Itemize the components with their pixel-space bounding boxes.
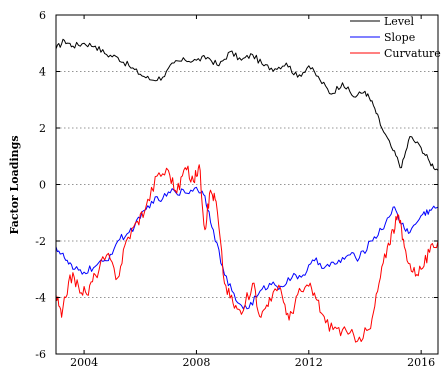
legend-label-curvature: Curvature: [384, 47, 441, 60]
y-tick-label: -6: [35, 348, 46, 361]
legend-label-slope: Slope: [384, 31, 415, 44]
y-tick-label: 6: [39, 9, 46, 22]
x-tick-label: 2012: [295, 356, 323, 367]
y-axis: 6 4 2 0 -2 -4 -6: [35, 9, 438, 361]
x-tick-label: 2016: [407, 356, 435, 367]
x-axis: 2004 2008 2012 2016: [70, 15, 435, 367]
y-tick-label: 4: [39, 66, 46, 79]
series-line-curvature: [55, 164, 439, 343]
y-axis-title: Factor Loadings: [8, 135, 21, 234]
series-line-level: [55, 38, 439, 171]
y-tick-label: 0: [39, 179, 46, 192]
y-tick-label: -2: [35, 235, 46, 248]
y-tick-label: 2: [39, 122, 46, 135]
y-tick-label: -4: [35, 292, 46, 305]
series-layer: [55, 38, 439, 343]
x-tick-label: 2004: [70, 356, 98, 367]
legend: Level Slope Curvature: [350, 15, 441, 60]
grid-layer: [56, 71, 438, 298]
series-line-slope: [55, 186, 439, 310]
legend-label-level: Level: [384, 15, 415, 28]
x-tick-label: 2008: [182, 356, 210, 367]
